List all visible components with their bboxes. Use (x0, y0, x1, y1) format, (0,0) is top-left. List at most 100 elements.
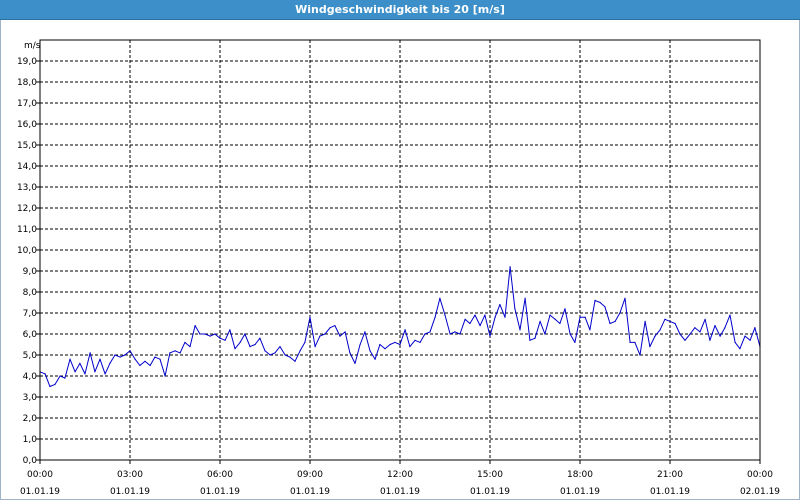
y-tick-label: 12,0 (17, 204, 37, 214)
data-point (619, 312, 621, 314)
data-point (554, 318, 556, 320)
data-point (649, 346, 651, 348)
data-point (504, 316, 506, 318)
data-point (244, 333, 246, 335)
data-point (49, 385, 51, 388)
data-point (294, 360, 296, 362)
data-point (329, 327, 331, 329)
y-tick-label: 3,0 (23, 393, 38, 403)
y-tick-label: 16,0 (17, 120, 37, 130)
data-point (404, 329, 406, 331)
data-point (364, 331, 366, 333)
data-point (149, 364, 151, 367)
data-point (249, 346, 251, 348)
x-tick-time-label: 00:00 (747, 470, 773, 480)
data-point (419, 341, 421, 343)
data-point (469, 322, 471, 325)
data-point (344, 331, 346, 333)
grid-lines (40, 40, 760, 460)
data-point (599, 301, 601, 304)
y-axis-unit-label: m/s (24, 41, 41, 51)
data-point (224, 339, 226, 341)
data-point (519, 329, 521, 331)
y-tick-label: 1,0 (23, 435, 38, 445)
data-point (679, 333, 681, 335)
data-point (284, 354, 286, 356)
data-point (449, 333, 451, 335)
window-title: Windgeschwindigkeit bis 20 [m/s] (0, 0, 800, 20)
y-tick-label: 18,0 (17, 78, 37, 88)
data-point (729, 314, 731, 316)
data-point (714, 325, 716, 327)
data-point (744, 335, 746, 337)
data-point (719, 335, 721, 337)
data-point (564, 308, 566, 310)
data-point (309, 316, 311, 318)
data-point (704, 318, 706, 320)
data-point (254, 343, 256, 346)
data-point (739, 348, 741, 350)
data-point (304, 341, 306, 343)
x-tick-time-label: 09:00 (297, 470, 323, 480)
data-point (514, 308, 516, 310)
data-point (84, 373, 86, 375)
x-tick-date-label: 01.01.19 (110, 487, 150, 497)
y-tick-label: 0,0 (23, 456, 38, 466)
x-tick-time-label: 06:00 (207, 470, 233, 480)
data-point (199, 333, 201, 335)
data-point (274, 352, 276, 354)
data-point (464, 318, 466, 320)
data-point (434, 316, 436, 318)
data-point (709, 339, 711, 341)
data-point (44, 373, 46, 375)
data-point (424, 333, 426, 335)
data-point (99, 358, 101, 360)
data-point (214, 333, 216, 335)
data-point (544, 333, 546, 335)
data-point (499, 304, 501, 306)
data-point (474, 314, 476, 316)
data-point (689, 333, 691, 335)
data-point (219, 337, 221, 339)
y-tick-label: 17,0 (17, 99, 37, 109)
data-point (634, 341, 636, 343)
data-point (379, 343, 381, 346)
data-point (724, 327, 726, 329)
data-point (369, 350, 371, 352)
data-point (589, 329, 591, 331)
data-point (289, 356, 291, 358)
data-point (399, 343, 401, 346)
data-point (524, 297, 526, 299)
data-point (559, 322, 561, 325)
data-point (539, 320, 541, 322)
data-point (489, 335, 491, 337)
data-point (349, 352, 351, 354)
y-tick-label: 5,0 (23, 351, 38, 361)
y-tick-label: 4,0 (23, 372, 38, 382)
data-point (179, 352, 181, 354)
data-point (184, 341, 186, 343)
y-tick-label: 10,0 (17, 246, 37, 256)
data-point (114, 354, 116, 356)
data-point (69, 358, 71, 360)
data-point (124, 354, 126, 356)
data-point (74, 371, 76, 373)
data-point (584, 316, 586, 318)
data-point (579, 316, 581, 318)
data-point (394, 341, 396, 343)
x-tick-date-label: 01.01.19 (470, 487, 510, 497)
data-point (194, 325, 196, 327)
y-tick-label: 11,0 (17, 225, 37, 235)
data-point (694, 327, 696, 329)
data-point (594, 299, 596, 301)
data-point (669, 320, 671, 322)
data-point (569, 333, 571, 335)
data-point (279, 346, 281, 348)
data-point (384, 348, 386, 350)
data-point (119, 356, 121, 358)
x-tick-date-label: 01.01.19 (200, 487, 240, 497)
data-point (104, 373, 106, 375)
data-point (54, 383, 56, 385)
data-point (129, 350, 131, 352)
